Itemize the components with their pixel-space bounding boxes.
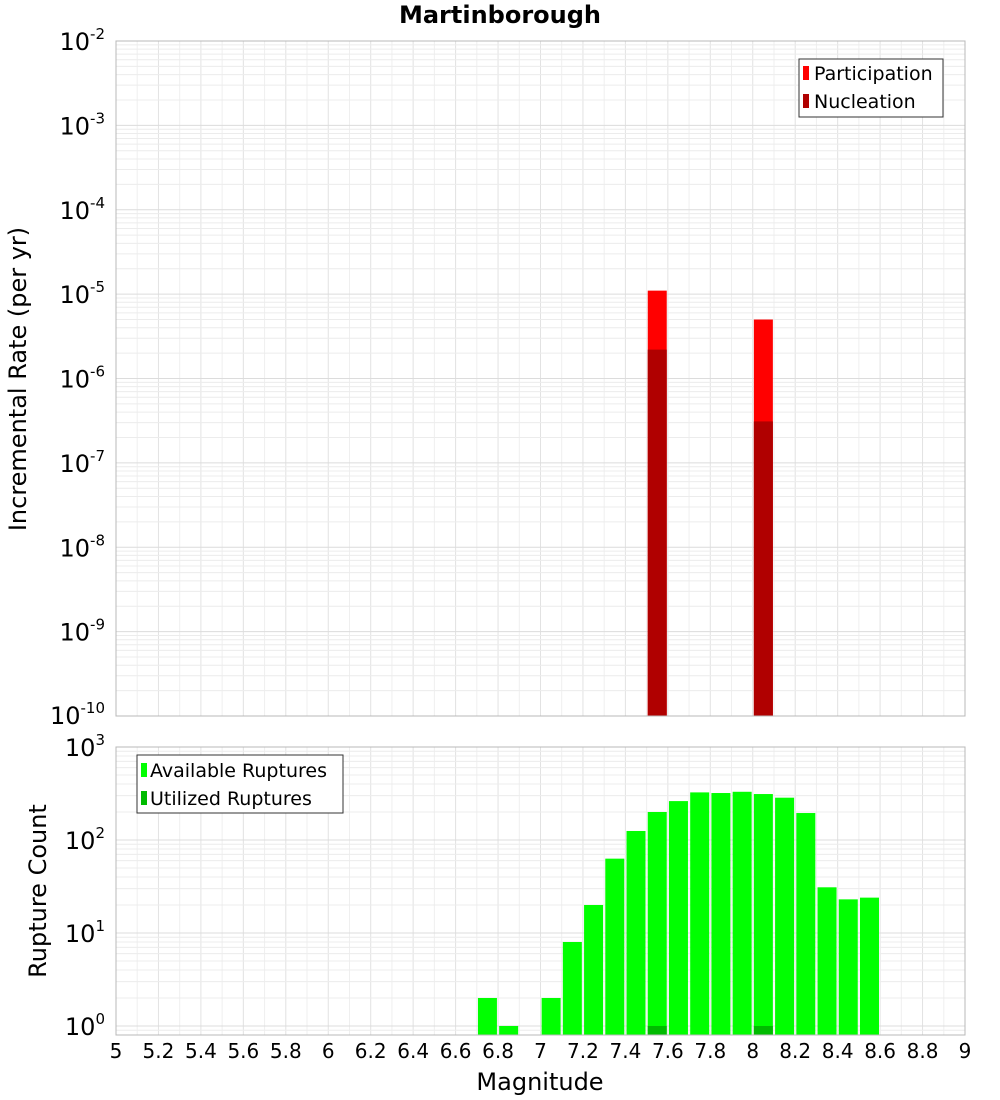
available-ruptures-bar xyxy=(541,997,561,1035)
legend-swatch-utilized-ruptures xyxy=(141,791,147,805)
bottom-y-axis-label: Rupture Count xyxy=(24,804,52,978)
x-tick-label: 8.4 xyxy=(822,1039,854,1063)
y-tick-label: 10-7 xyxy=(59,447,105,478)
available-ruptures-bar xyxy=(859,897,879,1035)
legend-label-utilized-ruptures: Utilized Ruptures xyxy=(150,788,312,810)
legend-label-available-ruptures: Available Ruptures xyxy=(150,760,327,782)
top-plot-frame xyxy=(115,40,966,717)
x-tick-label: 7 xyxy=(534,1039,547,1063)
available-ruptures-bar xyxy=(647,812,667,1035)
x-tick-label: 5.4 xyxy=(185,1039,217,1063)
available-ruptures-bar xyxy=(753,794,773,1035)
x-tick-label: 7.2 xyxy=(567,1039,599,1063)
utilized-ruptures-bar xyxy=(647,1025,667,1035)
available-ruptures-bar xyxy=(584,904,604,1035)
top-bars xyxy=(647,290,773,716)
top-grid xyxy=(115,40,966,717)
y-tick-label: 10-3 xyxy=(59,109,105,140)
y-tick-label: 101 xyxy=(65,917,105,948)
available-ruptures-bar xyxy=(711,793,731,1035)
y-tick-label: 10-9 xyxy=(59,616,105,647)
x-tick-label: 7.8 xyxy=(694,1039,726,1063)
x-tick-label: 6.8 xyxy=(482,1039,514,1063)
legend-swatch-nucleation xyxy=(803,94,809,108)
available-ruptures-bar xyxy=(562,942,582,1035)
y-tick-label: 10-5 xyxy=(59,278,105,309)
x-tick-label: 8 xyxy=(746,1039,759,1063)
x-tick-label: 6.2 xyxy=(355,1039,387,1063)
available-ruptures-bar xyxy=(796,813,816,1035)
available-ruptures-bar xyxy=(775,797,795,1035)
bottom-y-tick-labels: 100 101 102 103 xyxy=(65,731,105,1041)
x-tick-label: 6 xyxy=(322,1039,335,1063)
chart-title: Martinborough xyxy=(399,1,601,29)
top-y-tick-labels: 10-10 10-9 10-8 10-7 10-6 10-5 10-4 10-3 10-2 xyxy=(50,25,105,730)
x-tick-label: 9 xyxy=(959,1039,972,1063)
legend-swatch-participation xyxy=(803,66,809,80)
x-tick-label: 5 xyxy=(110,1039,123,1063)
available-ruptures-bar xyxy=(477,997,497,1035)
x-tick-label: 5.8 xyxy=(270,1039,302,1063)
bottom-legend: Available Ruptures Utilized Ruptures xyxy=(136,754,344,814)
available-ruptures-bar xyxy=(817,887,837,1035)
nucleation-bar xyxy=(753,421,773,716)
x-tick-label: 6.6 xyxy=(440,1039,472,1063)
x-tick-label: 5.6 xyxy=(227,1039,259,1063)
y-tick-label: 10-8 xyxy=(59,531,105,562)
available-ruptures-bar xyxy=(690,792,710,1035)
available-ruptures-bar xyxy=(838,899,858,1035)
available-ruptures-bar xyxy=(499,1025,519,1035)
utilized-ruptures-bar xyxy=(753,1025,773,1035)
bottom-bars xyxy=(477,791,879,1035)
y-tick-label: 10-6 xyxy=(59,363,105,394)
x-tick-label: 7.4 xyxy=(609,1039,641,1063)
legend-label-participation: Participation xyxy=(814,63,933,85)
available-ruptures-bar xyxy=(626,830,646,1035)
y-tick-label: 10-2 xyxy=(59,25,105,56)
y-tick-label: 100 xyxy=(65,1010,105,1041)
x-tick-label: 7.6 xyxy=(652,1039,684,1063)
nucleation-bar xyxy=(647,349,667,716)
x-tick-label: 8.2 xyxy=(779,1039,811,1063)
y-tick-label: 10-4 xyxy=(59,194,105,225)
top-legend-box xyxy=(798,58,944,118)
available-ruptures-bar xyxy=(732,791,752,1035)
legend-label-nucleation: Nucleation xyxy=(814,91,916,113)
top-y-axis-label: Incremental Rate (per yr) xyxy=(4,227,32,531)
available-ruptures-bar xyxy=(605,858,625,1035)
x-tick-label: 8.8 xyxy=(907,1039,939,1063)
y-tick-label: 103 xyxy=(65,731,105,762)
y-tick-label: 102 xyxy=(65,824,105,855)
bottom-legend-box xyxy=(136,754,344,814)
y-tick-label: 10-10 xyxy=(50,699,105,730)
x-axis-label: Magnitude xyxy=(476,1068,603,1096)
bottom-plot-frame xyxy=(115,746,966,1036)
available-ruptures-bar xyxy=(668,801,688,1035)
x-tick-label: 5.2 xyxy=(143,1039,175,1063)
legend-swatch-available-ruptures xyxy=(141,763,147,777)
top-legend: Participation Nucleation xyxy=(798,58,944,118)
x-tick-labels: 5 5.2 5.4 5.6 5.8 6 6.2 6.4 6.6 6.8 7 7.2 7.4 7.6 7.8 8… xyxy=(110,1039,972,1063)
x-tick-label: 6.4 xyxy=(397,1039,429,1063)
x-tick-label: 8.6 xyxy=(864,1039,896,1063)
